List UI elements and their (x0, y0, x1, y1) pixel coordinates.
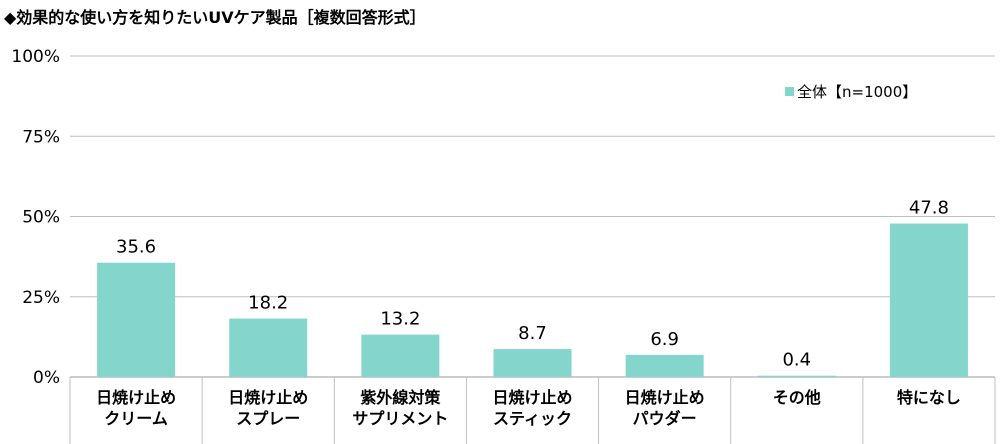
y-tick-label: 50% (22, 208, 60, 228)
category-label: 紫外線対策 (360, 388, 441, 407)
legend-label: 全体【n=1000】 (797, 83, 917, 101)
value-label: 13.2 (380, 309, 420, 330)
chart-title: ◆効果的な使い方を知りたいUVケア製品［複数回答形式］ (4, 8, 426, 27)
category-label: 日焼け止め (228, 388, 308, 407)
bar (229, 318, 308, 377)
category-label: スプレー (236, 409, 300, 428)
value-label: 35.6 (116, 237, 156, 258)
bars (97, 223, 968, 377)
value-labels: 35.6 18.2 13.2 8.7 6.9 0.4 47.8 (116, 198, 949, 371)
legend: 全体【n=1000】 (785, 83, 917, 101)
bar (889, 223, 968, 377)
y-tick-label: 100% (11, 47, 60, 67)
y-axis-ticks: 0% 25% 50% 75% 100% (11, 47, 60, 388)
bar (361, 334, 440, 377)
category-label: スティック (493, 409, 572, 428)
bar (493, 349, 572, 377)
y-tick-label: 25% (22, 288, 60, 308)
category-label: 特になし (897, 388, 961, 407)
category-label: クリーム (104, 409, 168, 428)
category-label: 日焼け止め (96, 388, 176, 407)
bar (757, 375, 836, 377)
legend-swatch (785, 87, 794, 96)
category-label: サプリメント (352, 409, 448, 428)
category-label: 日焼け止め (492, 388, 572, 407)
y-tick-label: 0% (33, 368, 60, 388)
value-label: 6.9 (650, 329, 679, 350)
bar (625, 354, 704, 377)
bar (97, 262, 176, 377)
gridlines (69, 55, 996, 444)
category-label: 日焼け止め (625, 388, 705, 407)
category-label: パウダー (633, 409, 697, 428)
value-label: 8.7 (518, 323, 547, 344)
y-tick-label: 75% (22, 127, 60, 147)
value-label: 0.4 (782, 350, 811, 371)
value-label: 18.2 (248, 293, 288, 314)
value-label: 47.8 (909, 198, 949, 219)
category-label: その他 (773, 388, 821, 407)
